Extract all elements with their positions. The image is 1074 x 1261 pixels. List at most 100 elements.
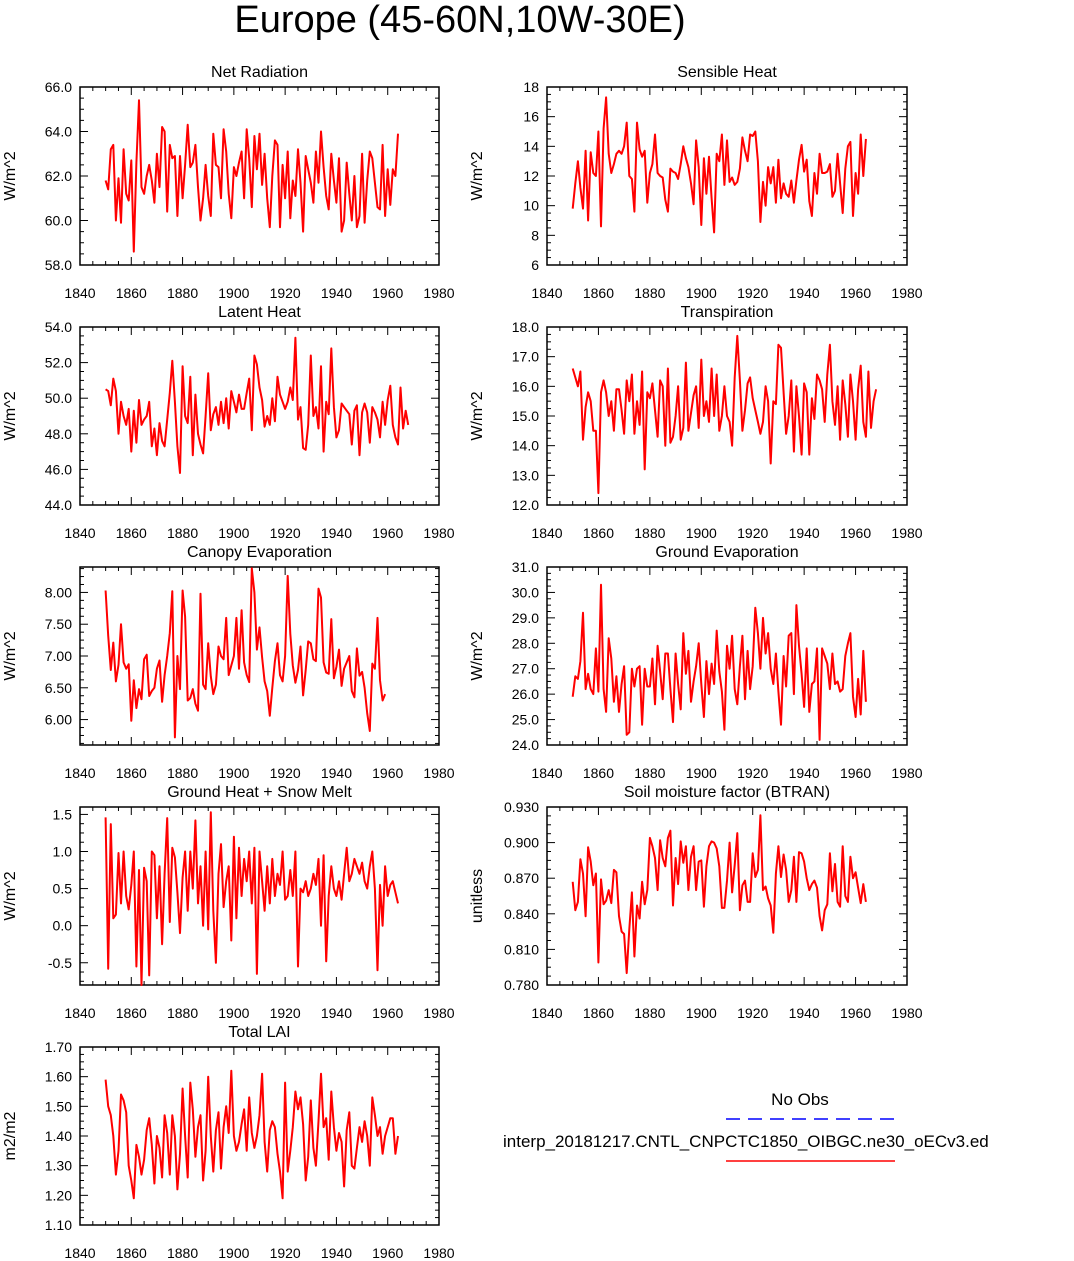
- x-tick-label: 1860: [583, 285, 614, 301]
- x-tick-label: 1920: [270, 1005, 301, 1021]
- x-tick-label: 1880: [634, 1005, 665, 1021]
- series-line: [571, 334, 878, 495]
- y-tick-label: 0.930: [504, 799, 539, 815]
- x-tick-label: 1920: [737, 1005, 768, 1021]
- x-tick-label: 1900: [686, 525, 717, 541]
- series-line: [104, 567, 387, 739]
- x-tick-label: 1900: [686, 1005, 717, 1021]
- series-line: [105, 336, 410, 474]
- x-tick-label: 1940: [321, 525, 352, 541]
- y-tick-label: 58.0: [45, 257, 72, 273]
- y-axis-label: W/m^2: [469, 391, 486, 440]
- x-tick-label: 1860: [116, 1245, 147, 1261]
- x-tick-label: 1980: [891, 525, 922, 541]
- panel-3: Transpiration W/m^2 1840 1860 1880 1900 1920 19…: [469, 304, 923, 541]
- y-tick-label: 64.0: [45, 124, 72, 140]
- y-tick-label: 60.0: [45, 213, 72, 229]
- x-tick-label: 1840: [531, 525, 562, 541]
- y-tick-label: 1.0: [53, 844, 73, 860]
- y-tick-label: 1.70: [45, 1039, 72, 1055]
- y-tick-label: 30.0: [512, 584, 539, 600]
- y-tick-label: 26.0: [512, 686, 539, 702]
- panel-2: Latent Heat W/m^2 1840 1860 1880 1900 1920 1940…: [2, 304, 455, 541]
- x-tick-label: 1880: [634, 525, 665, 541]
- x-tick-label: 1980: [423, 765, 454, 781]
- x-tick-label: 1960: [372, 765, 403, 781]
- y-tick-label: 6.00: [45, 712, 72, 728]
- x-tick-label: 1940: [789, 1005, 820, 1021]
- y-tick-label: 17.0: [512, 349, 539, 365]
- x-tick-label: 1880: [167, 285, 198, 301]
- panel-title: Ground Evaporation: [655, 544, 798, 561]
- y-tick-label: 16: [523, 109, 539, 125]
- x-tick-label: 1920: [270, 765, 301, 781]
- y-tick-label: 12.0: [512, 497, 539, 513]
- y-tick-label: 7.50: [45, 616, 72, 632]
- x-tick-label: 1880: [167, 765, 198, 781]
- x-tick-label: 1920: [737, 525, 768, 541]
- x-tick-label: 1980: [423, 1005, 454, 1021]
- panel-0: Net Radiation W/m^2 1840 1860 1880 1900 1920 19…: [2, 64, 455, 301]
- y-tick-label: 1.10: [45, 1217, 72, 1233]
- y-tick-label: 18: [523, 79, 539, 95]
- x-tick-label: 1880: [167, 1245, 198, 1261]
- y-tick-label: 14: [523, 138, 539, 154]
- x-tick-label: 1960: [840, 765, 871, 781]
- y-tick-label: 0.840: [504, 906, 539, 922]
- x-tick-label: 1880: [634, 765, 665, 781]
- panel-4: Canopy Evaporation W/m^2 1840 1860 1880 1900 1…: [2, 544, 455, 781]
- panel-title: Transpiration: [681, 304, 774, 321]
- x-tick-label: 1900: [218, 765, 249, 781]
- x-tick-label: 1900: [218, 285, 249, 301]
- y-tick-label: 62.0: [45, 168, 72, 184]
- x-tick-label: 1900: [686, 765, 717, 781]
- y-tick-label: 8: [531, 227, 539, 243]
- x-tick-label: 1840: [64, 765, 95, 781]
- y-axis-label: W/m^2: [2, 151, 19, 200]
- x-tick-label: 1960: [840, 285, 871, 301]
- y-tick-label: 52.0: [45, 355, 72, 371]
- y-tick-label: 50.0: [45, 390, 72, 406]
- x-tick-label: 1940: [321, 285, 352, 301]
- legend-title: No Obs: [771, 1090, 829, 1109]
- x-tick-label: 1940: [321, 1005, 352, 1021]
- panel-title: Soil moisture factor (BTRAN): [624, 784, 830, 801]
- x-tick-label: 1860: [116, 765, 147, 781]
- series-line: [104, 811, 399, 986]
- legend-label-model: interp_20181217.CNTL_CNPCTC1850_OIBGC.ne…: [503, 1132, 989, 1151]
- x-tick-label: 1900: [218, 525, 249, 541]
- y-tick-label: 6: [531, 257, 539, 273]
- y-tick-label: 12: [523, 168, 539, 184]
- x-tick-label: 1860: [583, 525, 614, 541]
- y-tick-label: 48.0: [45, 426, 72, 442]
- y-tick-label: 66.0: [45, 79, 72, 95]
- y-tick-label: 0.870: [504, 870, 539, 886]
- y-tick-label: 10: [523, 198, 539, 214]
- panel-6: Ground Heat + Snow Melt W/m^2 1840 1860 1880…: [2, 784, 455, 1021]
- x-tick-label: 1960: [372, 1245, 403, 1261]
- y-tick-label: 1.40: [45, 1128, 72, 1144]
- x-tick-label: 1960: [372, 1005, 403, 1021]
- y-tick-label: 1.5: [53, 806, 73, 822]
- x-tick-label: 1980: [423, 285, 454, 301]
- panel-8: Total LAI m2/m2 1840 1860 1880 1900 1920 1940 19…: [2, 1024, 455, 1261]
- x-tick-label: 1980: [423, 525, 454, 541]
- x-tick-label: 1900: [218, 1005, 249, 1021]
- x-tick-label: 1920: [737, 765, 768, 781]
- x-tick-label: 1980: [423, 1245, 454, 1261]
- figure-title: Europe (45-60N,10W-30E): [234, 0, 686, 41]
- x-tick-label: 1840: [531, 765, 562, 781]
- series-line: [571, 814, 867, 975]
- x-tick-label: 1940: [789, 525, 820, 541]
- y-tick-label: 7.00: [45, 648, 72, 664]
- x-tick-label: 1860: [116, 285, 147, 301]
- y-tick-label: 18.0: [512, 319, 539, 335]
- y-tick-label: 31.0: [512, 559, 539, 575]
- y-tick-label: 1.50: [45, 1098, 72, 1114]
- x-tick-label: 1940: [321, 1245, 352, 1261]
- x-tick-label: 1920: [737, 285, 768, 301]
- y-tick-label: 0.900: [504, 835, 539, 851]
- x-tick-label: 1900: [218, 1245, 249, 1261]
